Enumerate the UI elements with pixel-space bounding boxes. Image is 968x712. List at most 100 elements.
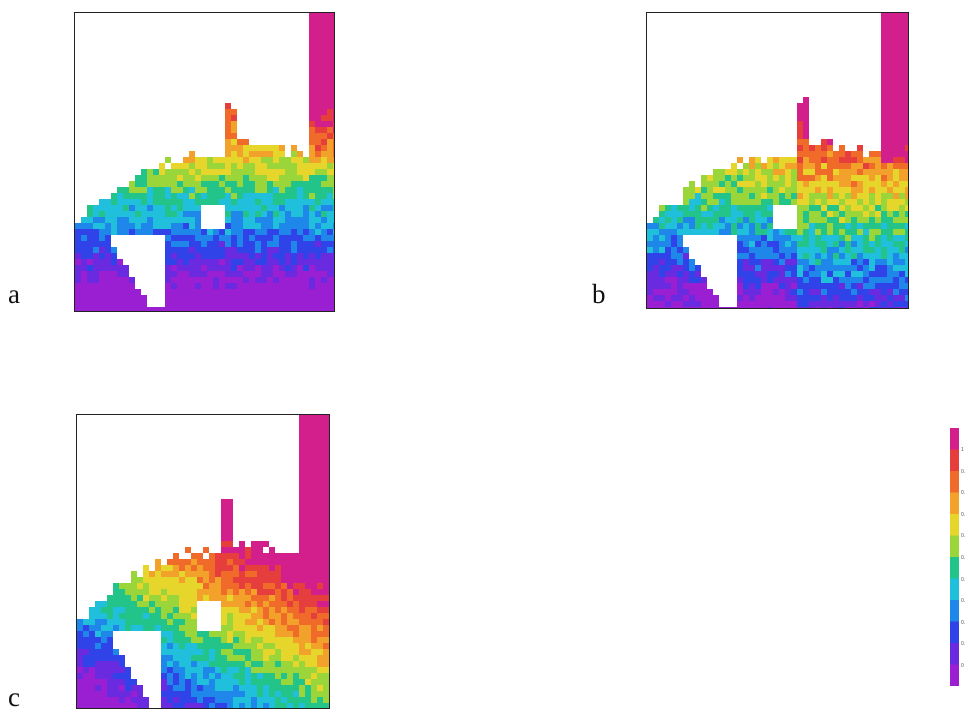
map-cell [249,283,255,289]
map-cell [887,181,893,187]
map-cell [887,139,893,145]
map-cell [881,223,887,229]
map-cell [311,535,317,541]
map-cell [105,229,111,235]
map-cell [315,43,321,49]
map-cell [707,229,713,235]
map-cell [821,163,827,169]
map-cell [185,571,191,577]
map-cell [239,625,245,631]
map-cell [173,553,179,559]
map-cell [279,211,285,217]
map-cell [713,211,719,217]
map-cell [671,283,677,289]
map-cell [249,271,255,277]
map-cell [273,289,279,295]
map-cell [281,667,287,673]
map-cell [287,577,293,583]
map-cell [273,253,279,259]
map-cell [797,295,803,301]
map-cell [647,259,653,265]
map-cell [299,703,305,708]
map-cell [671,205,677,211]
map-cell [267,253,273,259]
map-cell [779,235,785,241]
map-cell [821,145,827,151]
map-cell [107,655,113,661]
map-cell [881,139,887,145]
map-cell [95,667,101,673]
map-cell [317,679,323,685]
map-cell [263,577,269,583]
map-cell [845,301,851,307]
map-cell [129,211,135,217]
map-cell [255,301,261,307]
colorbar-segment [950,471,959,493]
map-cell [213,271,219,277]
map-cell [257,673,263,679]
map-cell [177,181,183,187]
map-cell [273,169,279,175]
map-cell [785,289,791,295]
map-cell [689,301,695,307]
map-cell [251,691,257,697]
map-cell [875,283,881,289]
map-cell [737,181,743,187]
map-cell [305,487,311,493]
map-cell [905,43,908,49]
map-cell [905,259,908,265]
map-cell [767,199,773,205]
map-cell [221,619,227,625]
map-cell [887,91,893,97]
map-cell [225,217,231,223]
map-cell [881,79,887,85]
map-cell [215,631,221,637]
map-cell [653,235,659,241]
map-cell [881,229,887,235]
map-cell [279,259,285,265]
map-cell [797,211,803,217]
map-cell [255,271,261,277]
map-cell [851,169,857,175]
map-cell [269,631,275,637]
map-cell [227,697,233,703]
map-cell [299,463,305,469]
map-cell [671,271,677,277]
map-cell [305,691,311,697]
map-cell [83,631,89,637]
map-cell [203,583,209,589]
map-cell [309,277,315,283]
map-cell [267,157,273,163]
map-cell [113,679,119,685]
map-cell [321,229,327,235]
map-cell [707,181,713,187]
map-cell [327,169,333,175]
map-cell [267,211,273,217]
map-cell [773,163,779,169]
map-cell [75,289,81,295]
map-cell [239,655,245,661]
map-cell [797,259,803,265]
map-cell [285,265,291,271]
map-cell [311,589,317,595]
map-cell [299,697,305,703]
colorbar-tick-label: 0. [961,490,966,497]
map-cell [803,211,809,217]
map-cell [159,217,165,223]
map-cell [719,223,725,229]
map-cell [863,259,869,265]
map-cell [171,289,177,295]
map-cell [779,181,785,187]
map-cell [887,307,893,308]
map-cell [857,241,863,247]
map-cell [203,649,209,655]
map-cell [665,259,671,265]
map-cell [809,163,815,169]
map-cell [225,241,231,247]
map-cell [317,589,323,595]
map-cell [333,247,334,253]
map-cell [755,175,761,181]
map-cell [683,283,689,289]
map-cell [317,433,323,439]
map-cell [87,247,93,253]
